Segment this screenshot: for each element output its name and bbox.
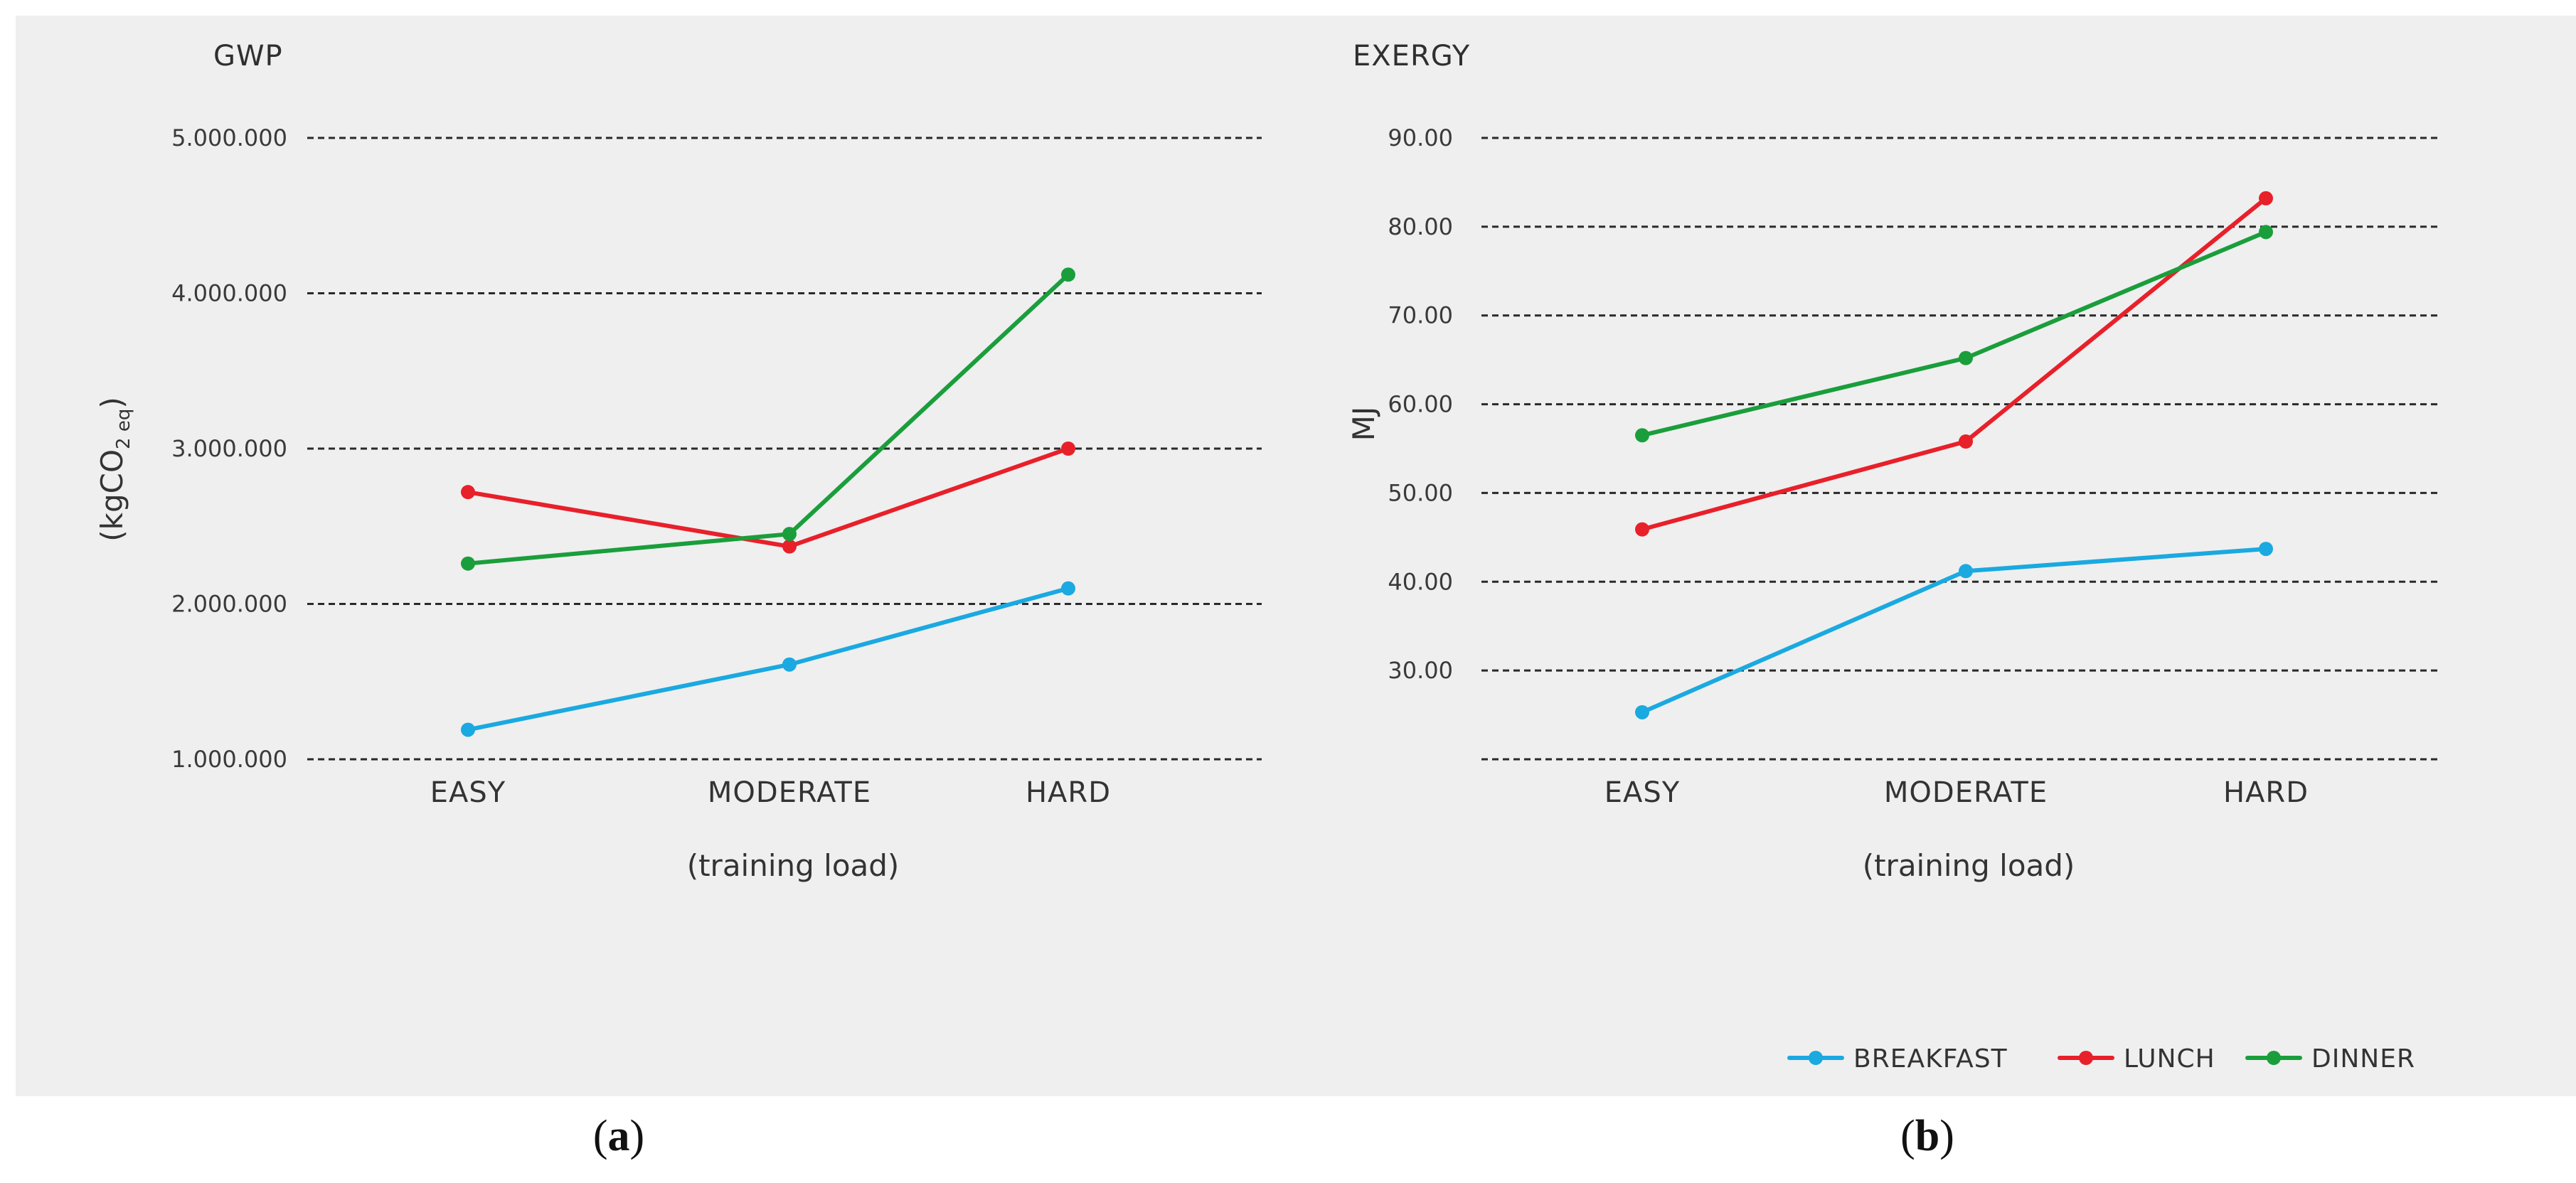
panel-b-y-tick-label: 60.00 [1388, 391, 1453, 418]
panel-a-y-axis-label: (kgCO2 eq) [95, 397, 134, 541]
panel-b-exergy: EXERGY 30.00 40.00 50.00 60.00 70.00 80.00 90.… [1346, 40, 2438, 883]
panel-a-dinner-point [1061, 267, 1075, 282]
panel-b-dinner-point [2259, 225, 2273, 240]
panel-a-ylabel-main: (kgCO [95, 449, 129, 542]
panel-a-lunch-point [461, 485, 475, 500]
panel-b-breakfast-point [2259, 542, 2273, 557]
caption-b: (b) [1900, 1112, 1954, 1160]
panel-a-x-tick-label: MODERATE [708, 776, 871, 809]
panel-b-dinner-point [1959, 350, 1973, 365]
legend: BREAKFAST LUNCH DINNER [1787, 1044, 2415, 1074]
panel-a-x-tick-label: HARD [1026, 776, 1111, 809]
panel-b-lunch-point [1635, 522, 1649, 537]
panel-a-series [461, 267, 1075, 737]
panel-a-dinner-point [461, 556, 475, 571]
panel-a-ylabel-close: ) [95, 397, 129, 408]
panel-a-y-ticks: 1.000.000 2.000.000 3.000.000 4.000.000 5.00… [171, 124, 287, 773]
legend-lunch-label: LUNCH [2124, 1044, 2215, 1074]
panel-b-x-tick-label: HARD [2223, 776, 2309, 809]
panel-a-breakfast-point [782, 657, 797, 672]
panel-a-lunch-point [782, 539, 797, 554]
panel-b-x-tick-label: MODERATE [1884, 776, 2048, 809]
panel-a-breakfast-point [1061, 581, 1075, 596]
panel-b-y-tick-label: 90.00 [1388, 124, 1453, 151]
panel-a-gwp: GWP 1.000.000 2.000.000 3.000.000 4.000.000… [95, 40, 1262, 883]
legend-breakfast-label: BREAKFAST [1853, 1044, 2008, 1074]
caption-b-letter: b [1915, 1112, 1939, 1160]
panel-b-lunch-point [2259, 191, 2273, 205]
panel-a-y-tick-label: 2.000.000 [171, 591, 287, 618]
caption-a-letter: a [608, 1112, 630, 1160]
panel-a-y-tick-label: 4.000.000 [171, 280, 287, 307]
panel-b-lunch-point [1959, 434, 1973, 449]
legend-breakfast-marker [1809, 1051, 1823, 1065]
legend-lunch-marker [2079, 1051, 2093, 1065]
panel-a-x-ticks: EASY MODERATE HARD [430, 776, 1111, 809]
panel-a-breakfast-point [461, 722, 475, 737]
panel-a-x-axis-label: (training load) [687, 848, 900, 883]
panel-b-y-tick-label: 70.00 [1388, 302, 1453, 329]
panel-a-x-tick-label: EASY [430, 776, 506, 809]
panel-b-x-ticks: EASY MODERATE HARD [1604, 776, 2309, 809]
panel-b-x-tick-label: EASY [1604, 776, 1680, 809]
panel-b-y-axis-label: MJ [1346, 407, 1381, 441]
panel-b-series [1635, 191, 2273, 719]
panel-a-y-tick-label: 5.000.000 [171, 124, 287, 151]
panel-a-ylabel-subscript: 2 eq [113, 409, 134, 449]
caption-a: (a) [593, 1112, 644, 1160]
panel-b-breakfast-point [1635, 705, 1649, 719]
panel-b-y-tick-label: 80.00 [1388, 213, 1453, 240]
panel-b-y-tick-label: 50.00 [1388, 479, 1453, 506]
panel-a-grid [307, 136, 1262, 761]
panel-b-dinner-point [1635, 428, 1649, 443]
panel-a-lunch-point [1061, 441, 1075, 456]
panel-b-x-axis-label: (training load) [1863, 848, 2075, 883]
panel-b-y-tick-label: 40.00 [1388, 568, 1453, 595]
legend-dinner-label: DINNER [2311, 1044, 2415, 1074]
panel-a-dinner-point [782, 527, 797, 542]
panel-a-title: GWP [213, 40, 283, 73]
panel-b-y-ticks: 30.00 40.00 50.00 60.00 70.00 80.00 90.00 [1388, 124, 1453, 684]
panel-b-y-tick-label: 30.00 [1388, 657, 1453, 684]
panel-a-y-tick-label: 3.000.000 [171, 435, 287, 462]
panel-b-breakfast-point [1959, 564, 1973, 579]
panel-b-title: EXERGY [1353, 40, 1470, 73]
legend-dinner-marker [2267, 1051, 2281, 1065]
panel-a-y-tick-label: 1.000.000 [171, 746, 287, 773]
